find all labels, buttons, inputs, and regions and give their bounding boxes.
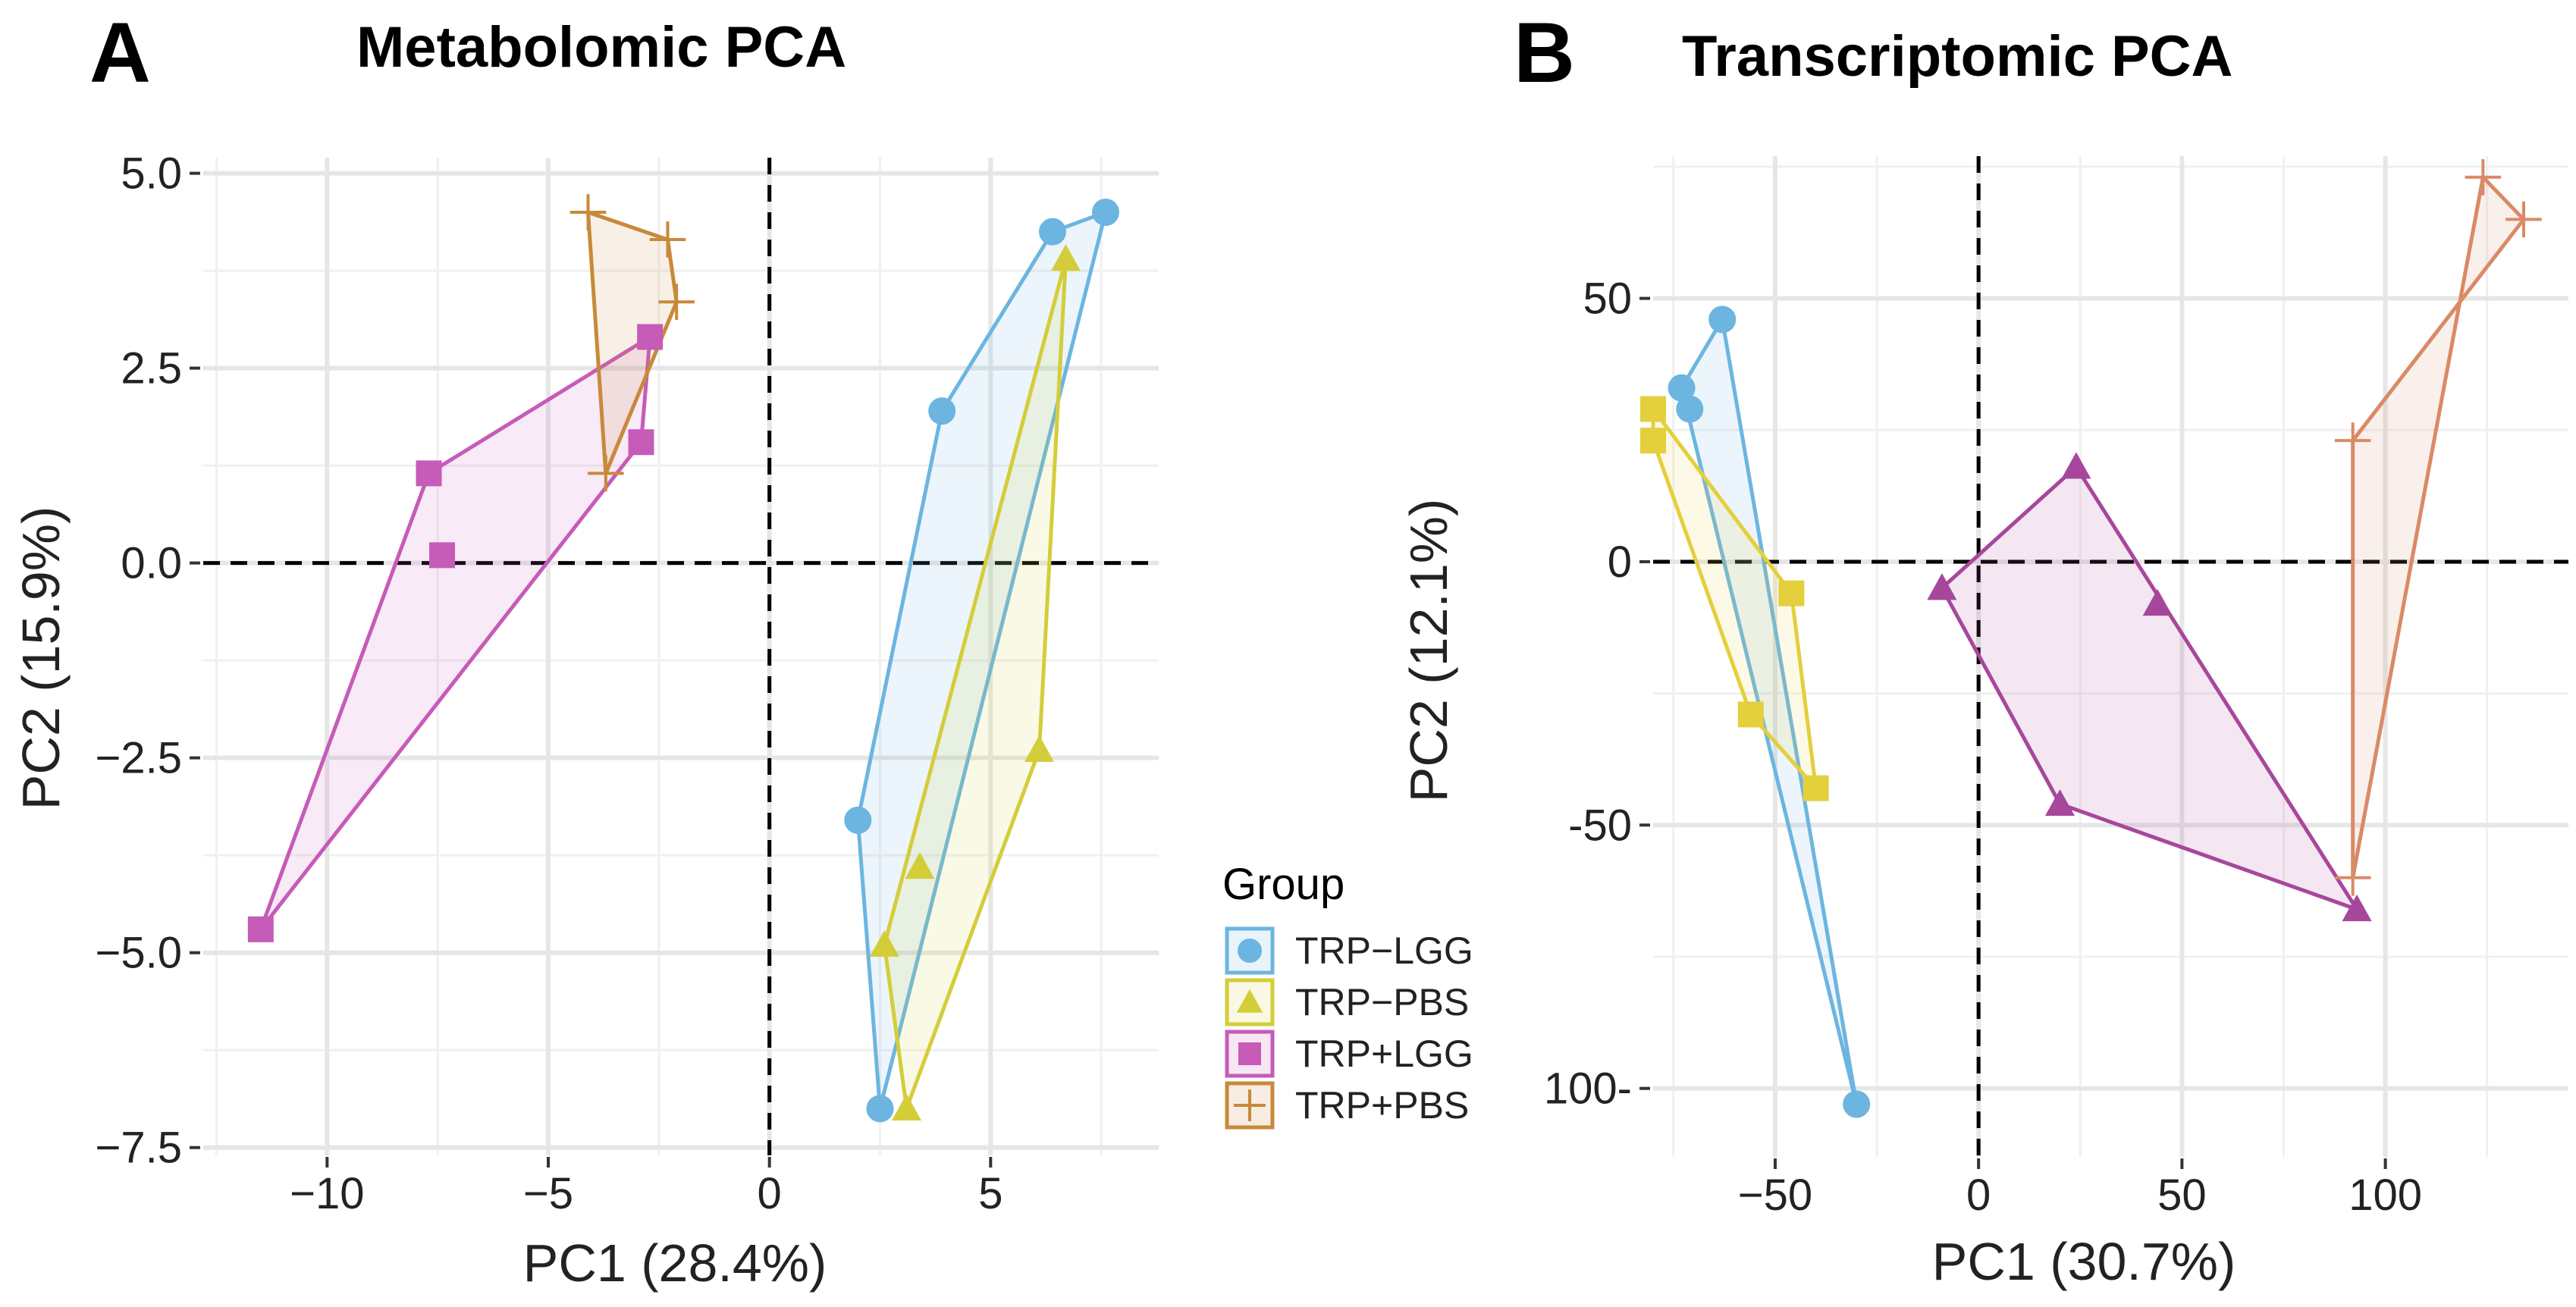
transcriptomic-point-trp-lgg: [1676, 395, 1704, 423]
metabolomic-point-trp-lgg: [1092, 198, 1119, 226]
transcriptomic-hull-trp-pbs: [2351, 175, 2526, 880]
transcriptomic-x-axis-label: PC1 (30.7%): [1932, 1232, 2236, 1291]
metabolomic-pca-title: Metabolomic PCA: [356, 15, 846, 80]
legend-label: TRP−LGG: [1295, 929, 1473, 972]
metabolomic-x-tick-label: −10: [290, 1169, 364, 1218]
metabolomic-pca-panel: A Metabolomic PCA −10 −5 0 5 5.0 2.5 0.0 −2.5 −5…: [11, 5, 1159, 1293]
metabolomic-hull-trp-lgg: [855, 210, 1108, 1111]
metabolomic-point-trp-pbs: [869, 929, 899, 958]
metabolomic-x-tick-label: −5: [523, 1169, 573, 1218]
transcriptomic-hull-trp-lgg: [1940, 465, 2359, 911]
transcriptomic-point-trp-lgg: [1927, 573, 1957, 600]
transcriptomic-point-trp-lgg: [1843, 1090, 1871, 1118]
transcriptomic-x-tick-label: −50: [1738, 1171, 1812, 1220]
legend-marker-triangle: [1236, 989, 1263, 1013]
transcriptomic-point-trp-lgg: [2044, 788, 2075, 816]
metabolomic-x-tick-label: 0: [758, 1169, 782, 1218]
legend-item-trp-pbs: TRP+PBS: [1225, 1081, 1469, 1130]
metabolomic-plot-area: −10 −5 0 5 5.0 2.5 0.0 −2.5 −5.0 −7.5: [96, 149, 1159, 1218]
transcriptomic-point-trp-lgg: [1708, 306, 1737, 334]
transcriptomic-point-trp-pbs: [1640, 396, 1666, 422]
metabolomic-y-tick-label: 5.0: [121, 149, 182, 199]
legend-item-trp-lgg: TRP+LGG: [1225, 1030, 1473, 1078]
transcriptomic-point-trp-lgg: [2061, 452, 2091, 479]
metabolomic-point-trp-pbs: [658, 284, 695, 321]
transcriptomic-point-trp-pbs: [2465, 158, 2502, 196]
legend-key-box: [1225, 978, 1275, 1026]
metabolomic-point-trp-lgg: [416, 460, 442, 487]
transcriptomic-point-trp-pbs: [1640, 428, 1666, 454]
metabolomic-y-tick-label: 0.0: [121, 539, 182, 588]
metabolomic-y-tick-label: −7.5: [96, 1124, 183, 1173]
legend-label: TRP+LGG: [1295, 1033, 1473, 1075]
legend-marker-circle: [1238, 939, 1262, 963]
metabolomic-point-trp-pbs: [1050, 244, 1081, 271]
metabolomic-point-trp-pbs: [891, 1093, 922, 1121]
metabolomic-point-trp-pbs: [569, 194, 607, 230]
legend: Group TRP−LGG TRP−PBS TRP+LGG TRP+PBS: [1222, 860, 1473, 1130]
legend-item-trp-pbs: TRP−PBS: [1225, 978, 1469, 1026]
metabolomic-point-trp-pbs: [905, 852, 935, 879]
transcriptomic-point-trp-pbs: [1778, 580, 1805, 606]
metabolomic-hull-trp-lgg: [259, 334, 652, 932]
legend-label: TRP+PBS: [1295, 1084, 1469, 1127]
metabolomic-point-trp-lgg: [429, 542, 455, 569]
metabolomic-x-axis-label: PC1 (28.4%): [523, 1233, 827, 1293]
transcriptomic-point-trp-pbs: [2334, 859, 2371, 896]
metabolomic-point-trp-lgg: [628, 429, 654, 456]
metabolomic-point-trp-lgg: [637, 324, 664, 350]
metabolomic-point-trp-lgg: [1039, 218, 1066, 246]
metabolomic-point-trp-pbs: [1024, 735, 1055, 763]
panel-letter-b: B: [1514, 5, 1575, 100]
transcriptomic-point-trp-pbs: [2505, 201, 2542, 238]
transcriptomic-pca-panel: B Transcriptomic PCA −50 0 50 100 50 0 -50 100-…: [1399, 5, 2568, 1291]
transcriptomic-y-tick-label: 50: [1583, 274, 1632, 324]
legend-label: TRP−PBS: [1295, 981, 1469, 1023]
metabolomic-point-trp-lgg: [866, 1095, 894, 1123]
legend-title: Group: [1222, 860, 1344, 909]
legend-marker-plus: [1234, 1089, 1266, 1121]
transcriptomic-hull-trp-lgg: [1680, 317, 1859, 1107]
transcriptomic-x-tick-label: 100: [2349, 1171, 2422, 1220]
metabolomic-y-tick-label: −2.5: [96, 734, 183, 783]
transcriptomic-plot-area: −50 0 50 100 50 0 -50 100-: [1544, 156, 2568, 1220]
legend-marker-square: [1238, 1042, 1261, 1065]
metabolomic-point-trp-lgg: [247, 916, 274, 942]
transcriptomic-point-trp-pbs: [2334, 422, 2371, 459]
transcriptomic-point-trp-pbs: [1737, 701, 1764, 728]
transcriptomic-point-trp-lgg: [2142, 588, 2173, 616]
transcriptomic-y-axis-label: PC2 (12.1%): [1399, 499, 1458, 803]
metabolomic-point-trp-lgg: [928, 397, 956, 425]
metabolomic-y-tick-label: −5.0: [96, 929, 183, 978]
transcriptomic-y-tick-label: 100-: [1544, 1064, 1632, 1114]
panel-letter-a: A: [89, 5, 151, 100]
metabolomic-point-trp-pbs: [588, 455, 624, 492]
transcriptomic-x-tick-label: 50: [2157, 1171, 2207, 1220]
metabolomic-y-tick-label: 2.5: [121, 344, 182, 393]
metabolomic-point-trp-pbs: [649, 221, 686, 258]
metabolomic-x-tick-label: 5: [978, 1169, 1002, 1218]
transcriptomic-point-trp-pbs: [1803, 775, 1829, 801]
transcriptomic-point-trp-lgg: [2342, 894, 2372, 922]
transcriptomic-x-tick-label: 0: [1966, 1171, 1991, 1220]
transcriptomic-pca-title: Transcriptomic PCA: [1682, 24, 2232, 89]
transcriptomic-y-tick-label: 0: [1608, 538, 1632, 587]
transcriptomic-y-tick-label: -50: [1568, 801, 1632, 850]
legend-entries: TRP−LGG TRP−PBS TRP+LGG TRP+PBS: [1225, 926, 1473, 1130]
legend-item-trp-lgg: TRP−LGG: [1225, 926, 1473, 975]
metabolomic-point-trp-lgg: [844, 806, 872, 834]
metabolomic-y-axis-label: PC2 (15.9%): [11, 506, 71, 810]
